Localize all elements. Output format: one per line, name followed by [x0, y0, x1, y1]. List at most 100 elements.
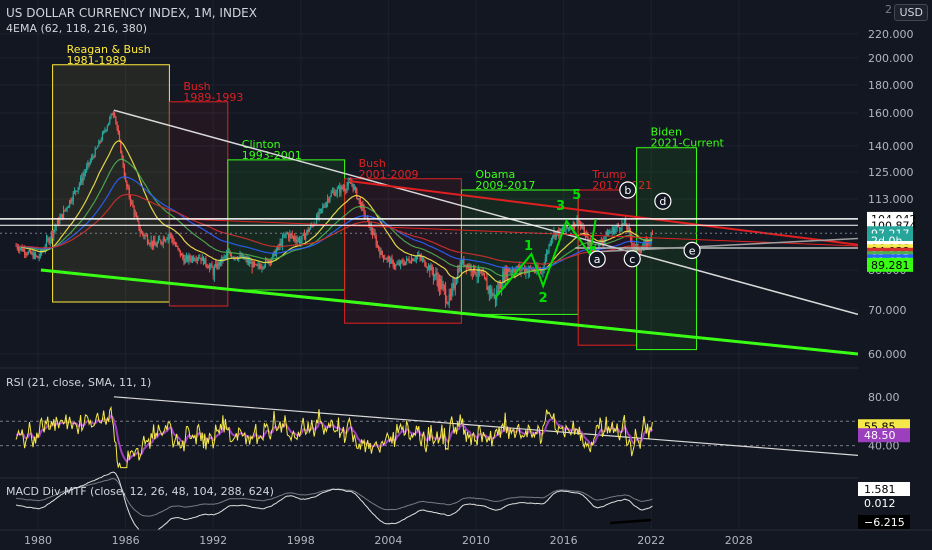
candle-body	[246, 258, 248, 263]
time-tick-label: 1998	[287, 534, 315, 547]
candle-body	[185, 256, 188, 259]
currency-button[interactable]: USD	[894, 4, 928, 21]
candle-body	[389, 257, 391, 264]
candle-body	[344, 188, 346, 190]
macd-divergence-line	[610, 518, 652, 525]
candle-body	[247, 260, 250, 263]
candle-body	[402, 261, 404, 264]
candle-body	[356, 188, 358, 199]
macd-badge	[858, 496, 910, 510]
era-box	[168, 101, 229, 307]
candle-body	[45, 239, 48, 248]
candle-body	[368, 218, 370, 228]
candle-body	[253, 262, 256, 265]
candle-body	[38, 256, 40, 259]
candle-body	[387, 257, 389, 259]
era-name-label: Biden	[651, 126, 682, 139]
candle-body	[296, 239, 298, 243]
candle-body	[623, 219, 626, 224]
macd-indicator-label[interactable]: MACD Div MTF (close, 12, 26, 48, 104, 28…	[6, 485, 274, 498]
candle-body	[208, 266, 211, 269]
price-tick-label: 125.000	[868, 166, 914, 179]
candle-body	[36, 255, 38, 257]
era-box	[52, 64, 170, 303]
candle-body	[511, 269, 514, 272]
candle-body	[131, 201, 133, 203]
candle-body	[576, 219, 578, 225]
rsi-indicator-label[interactable]: RSI (21, close, SMA, 11, 1)	[6, 376, 152, 389]
candle-body	[75, 190, 77, 192]
price-badge-label: 89.281	[871, 259, 910, 272]
price-candles	[15, 110, 654, 309]
candle-body	[152, 240, 155, 247]
rsi-badge	[858, 428, 910, 443]
candle-body	[515, 268, 517, 273]
rsi-pane	[0, 396, 859, 469]
time-tick-label: 1980	[24, 534, 52, 547]
candle-body	[525, 268, 527, 272]
scale-menu-icon[interactable]: 2	[885, 3, 892, 16]
candle-body	[454, 284, 456, 289]
candle-body	[500, 286, 503, 289]
candle-body	[361, 203, 363, 208]
candle-body	[543, 264, 545, 268]
candle-body	[476, 274, 478, 276]
candle-body	[379, 249, 381, 255]
candle-body	[424, 259, 426, 266]
ema-indicator-label[interactable]: 4EMA (62, 118, 216, 380)	[6, 22, 148, 35]
candle-body	[211, 264, 213, 268]
candle-body	[283, 236, 285, 238]
era-years-label: 2001-2009	[359, 168, 419, 181]
candle-body	[258, 264, 261, 267]
candle-body	[190, 258, 192, 261]
candle-body	[401, 260, 403, 262]
candle-body	[625, 219, 627, 226]
candle-body	[407, 258, 409, 260]
candle-body	[645, 241, 647, 247]
candle-body	[135, 214, 138, 218]
candle-body	[174, 243, 177, 247]
candle-body	[485, 277, 487, 281]
candle-body	[81, 177, 83, 182]
candle-body	[616, 225, 618, 228]
time-tick-label: 2010	[462, 534, 490, 547]
wave-label: 2	[539, 291, 548, 306]
candle-body	[455, 279, 458, 285]
elliott-wave-annotations: 12345abcde	[494, 181, 701, 306]
candle-body	[328, 198, 330, 201]
wave-circle-label: b	[624, 184, 631, 197]
candle-body	[491, 288, 493, 297]
candle-body	[651, 234, 654, 236]
wave-label: 1	[524, 239, 533, 254]
ema-line	[16, 176, 653, 270]
candle-body	[78, 183, 80, 188]
candle-body	[30, 249, 32, 254]
candle-body	[22, 249, 24, 252]
candle-body	[626, 225, 628, 230]
candle-body	[257, 264, 259, 266]
candle-body	[290, 233, 292, 235]
candle-body	[56, 220, 59, 226]
candle-body	[371, 231, 374, 235]
candle-body	[212, 267, 214, 276]
candle-body	[611, 228, 613, 232]
time-tick-label: 1992	[199, 534, 227, 547]
candle-body	[177, 246, 179, 249]
candle-body	[49, 238, 51, 243]
macd-badge-label: −6.215	[864, 516, 905, 529]
candle-body	[216, 264, 218, 269]
candle-body	[88, 162, 90, 164]
wave-label: 3	[556, 199, 565, 214]
candle-body	[565, 225, 567, 231]
candle-body	[324, 206, 326, 208]
candle-body	[415, 256, 417, 260]
candle-body	[597, 249, 599, 251]
candle-body	[404, 261, 407, 265]
candle-body	[354, 187, 357, 189]
candle-body	[449, 294, 452, 296]
resistance-trendline	[113, 109, 859, 316]
candle-body	[643, 243, 645, 248]
candle-body	[483, 274, 486, 278]
time-tick-label: 2016	[550, 534, 578, 547]
